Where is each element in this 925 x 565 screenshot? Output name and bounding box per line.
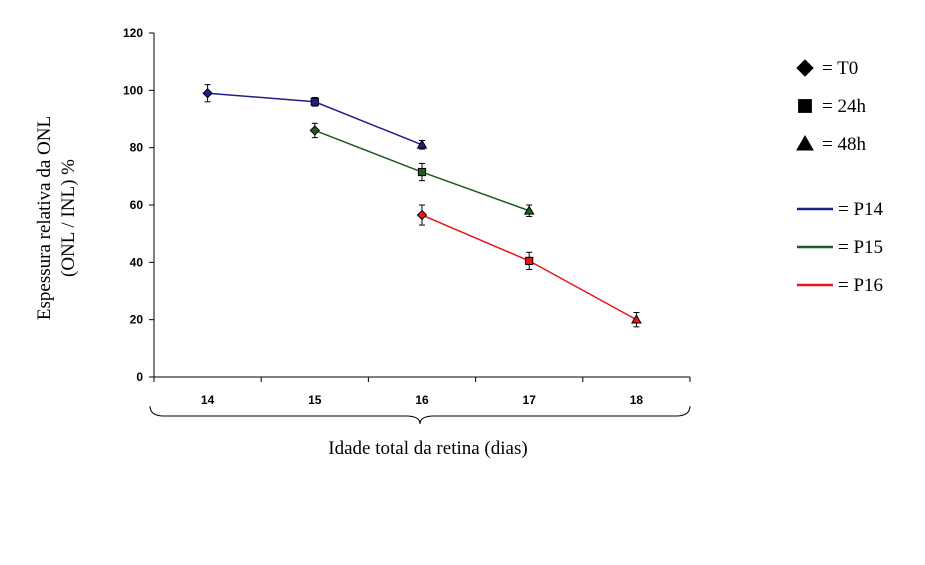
x-axis-brace	[149, 405, 691, 425]
legend-label: = P16	[838, 275, 883, 296]
square-marker	[310, 97, 319, 106]
y-tick-label: 100	[123, 83, 143, 97]
legend-item-line-3: = P16	[797, 275, 883, 296]
square-marker	[798, 99, 812, 113]
square-marker	[417, 167, 427, 177]
y-tick-label: 0	[136, 370, 143, 384]
triangle-marker	[416, 139, 428, 149]
y-axis-title-line2: (ONL / INL) %	[58, 159, 79, 277]
x-tick-label: 15	[308, 393, 322, 407]
diamond-marker	[202, 87, 213, 99]
legend-item-line-2: = P15	[797, 237, 883, 258]
legend-label: = P15	[838, 237, 883, 258]
legend-item-square: = 24h	[798, 96, 866, 117]
legend-label: = P14	[838, 199, 884, 220]
triangle-marker	[631, 314, 642, 324]
legend-label: = 24h	[822, 96, 866, 117]
series-layer	[202, 84, 642, 328]
x-tick-label: 16	[415, 393, 429, 407]
y-tick-label: 120	[123, 26, 143, 40]
square-marker	[525, 256, 534, 265]
legend-item-diamond: = T0	[796, 58, 858, 79]
legend-item-triangle: = 48h	[796, 134, 866, 155]
y-axis-title-line1: Espessura relativa da ONL	[34, 116, 55, 320]
legend-label: = T0	[822, 58, 858, 79]
y-tick-label: 20	[130, 313, 144, 327]
x-tick-label: 14	[201, 393, 215, 407]
x-axis-title: Idade total da retina (dias)	[328, 438, 527, 459]
x-tick-label: 18	[630, 393, 644, 407]
x-tick-label: 17	[523, 393, 537, 407]
diamond-marker	[416, 209, 428, 221]
series-p16	[416, 204, 642, 328]
legend-item-line-1: = P14	[797, 199, 884, 220]
diamond-marker	[309, 125, 321, 136]
triangle-marker	[523, 205, 535, 215]
y-axis-title: Espessura relativa da ONL (ONL / INL) %	[34, 116, 79, 320]
legend: = T0 = 24h = 48h = P14 = P15 = P16	[796, 58, 884, 296]
series-p15	[309, 122, 535, 217]
y-tick-label: 80	[130, 141, 144, 155]
legend-label: = 48h	[822, 134, 866, 155]
y-tick-label: 40	[130, 255, 144, 269]
axes: 0 20 40 60 80 100 120 14 15 16 17 18	[123, 26, 691, 425]
series-p14	[202, 84, 428, 150]
triangle-marker	[796, 134, 814, 151]
y-tick-label: 60	[130, 198, 144, 212]
diamond-marker	[796, 59, 814, 77]
